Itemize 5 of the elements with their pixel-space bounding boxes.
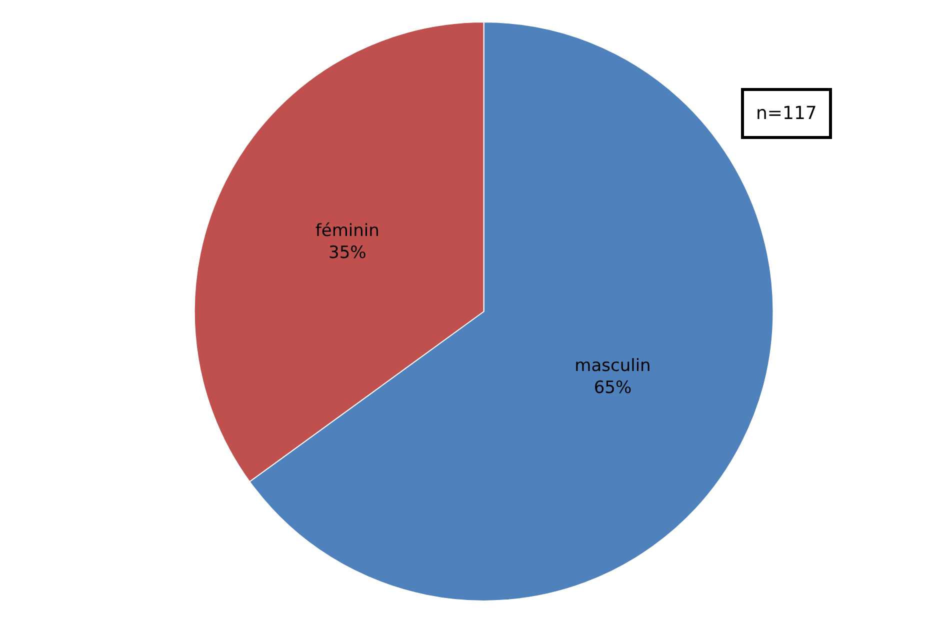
slice-label: féminin: [315, 220, 380, 241]
text: n=117: [756, 103, 817, 124]
data-label: 65%: [594, 378, 632, 398]
slice-label: masculin: [574, 356, 651, 376]
data-label: 35%: [328, 243, 366, 264]
